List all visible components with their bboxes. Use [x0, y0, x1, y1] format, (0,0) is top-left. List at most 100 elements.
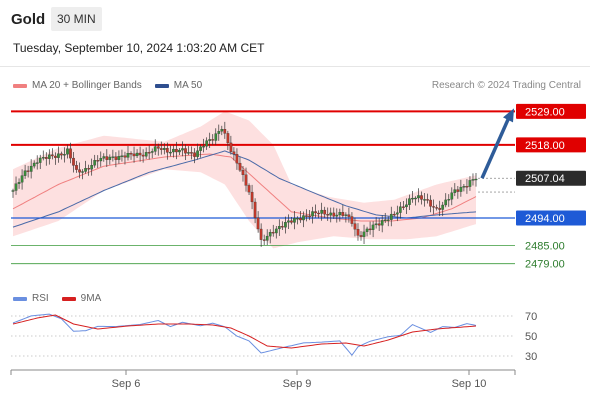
candle-body — [250, 191, 254, 203]
price-label: 2494.00 — [525, 213, 565, 225]
candle-body — [29, 165, 33, 172]
candle-body — [447, 199, 451, 201]
candle-body — [162, 148, 166, 150]
candle-body — [93, 160, 97, 166]
candle-body — [341, 212, 345, 216]
candle-body — [96, 160, 100, 162]
candle-body — [271, 232, 275, 234]
candle-body — [38, 157, 42, 163]
candle-body — [259, 228, 263, 240]
candle-body — [305, 215, 308, 217]
candle-body — [308, 215, 311, 218]
candle-body — [277, 226, 281, 230]
candle-body — [169, 151, 172, 154]
candle-body — [456, 189, 460, 192]
price-label: 2507.04 — [525, 173, 565, 185]
candle-body — [380, 220, 384, 226]
candle-body — [175, 148, 178, 153]
candle-body — [87, 168, 91, 170]
candle-body — [256, 217, 260, 230]
candle-body — [332, 212, 336, 217]
candle-body — [111, 156, 115, 158]
candle-body — [317, 212, 320, 215]
candle-body — [105, 156, 109, 160]
candle-body — [229, 142, 233, 152]
interval-badge[interactable]: 30 MIN — [51, 7, 102, 31]
x-tick-label: Sep 6 — [112, 378, 141, 390]
candle-body — [274, 228, 278, 234]
x-tick-label: Sep 9 — [283, 378, 312, 390]
rsi-swatch — [13, 296, 27, 301]
ma9-swatch — [61, 296, 76, 301]
candle-body — [405, 204, 408, 208]
candle-body — [432, 206, 435, 208]
candle-body — [190, 152, 193, 154]
datetime-label: Tuesday, September 10, 2024 1:03:20 AM C… — [13, 41, 265, 55]
candle-body — [184, 148, 187, 154]
x-tick-label: Sep 10 — [452, 378, 487, 390]
candle-body — [141, 154, 145, 157]
candle-body — [90, 165, 94, 170]
candle-body — [474, 178, 478, 181]
candle-body — [262, 239, 266, 241]
candle-body — [344, 214, 348, 216]
candle-body — [383, 219, 387, 221]
candle-body — [356, 229, 360, 236]
candle-body — [60, 153, 63, 156]
candle-body — [395, 212, 399, 215]
candle-body — [126, 153, 130, 158]
ma20-line — [12, 153, 477, 222]
candle-body — [23, 170, 27, 176]
candle-body — [335, 214, 339, 217]
candle-body — [17, 182, 21, 184]
candle-body — [371, 224, 375, 230]
candle-body — [214, 133, 218, 141]
candle-body — [156, 146, 160, 149]
candle-body — [365, 228, 369, 232]
symbol-title: Gold — [11, 11, 46, 28]
ma20-swatch — [13, 83, 27, 88]
legend-ma20: MA 20 + Bollinger Bands — [32, 80, 142, 91]
candle-body — [420, 195, 423, 200]
candle-body — [377, 223, 381, 226]
price-label-box — [516, 137, 586, 153]
candle-body — [205, 140, 209, 147]
candle-body — [338, 212, 342, 216]
candle-body — [69, 148, 72, 159]
candle-body — [311, 211, 314, 217]
candle-body — [459, 186, 463, 192]
rsi-tick-label: 70 — [525, 311, 537, 323]
rsi-ma9-line — [12, 314, 477, 349]
candle-body — [144, 152, 148, 157]
candle-body — [359, 235, 363, 237]
candle-body — [296, 218, 299, 220]
candle-body — [63, 154, 66, 156]
candle-body — [172, 148, 175, 153]
candle-body — [238, 162, 242, 171]
ma50-line — [12, 150, 477, 228]
candle-body — [287, 220, 290, 223]
candle-body — [102, 156, 106, 159]
candle-body — [386, 219, 390, 221]
price-label-box — [516, 103, 586, 119]
candle-body — [450, 192, 454, 200]
candle-body — [187, 152, 190, 154]
candle-body — [50, 154, 54, 157]
candle-body — [402, 206, 405, 208]
price-label: 2529.00 — [525, 106, 565, 118]
candle-body — [20, 175, 24, 183]
candle-body — [314, 211, 317, 214]
header-divider — [0, 66, 590, 67]
candle-body — [117, 156, 121, 160]
candle-body — [268, 232, 272, 237]
candle-body — [181, 148, 184, 151]
candle-body — [398, 206, 402, 213]
price-label-box — [516, 237, 586, 253]
candle-body — [293, 218, 296, 223]
candle-body — [329, 212, 333, 216]
candle-body — [84, 168, 87, 172]
candle-body — [32, 162, 36, 167]
candle-body — [120, 155, 124, 157]
candle-body — [241, 170, 245, 175]
